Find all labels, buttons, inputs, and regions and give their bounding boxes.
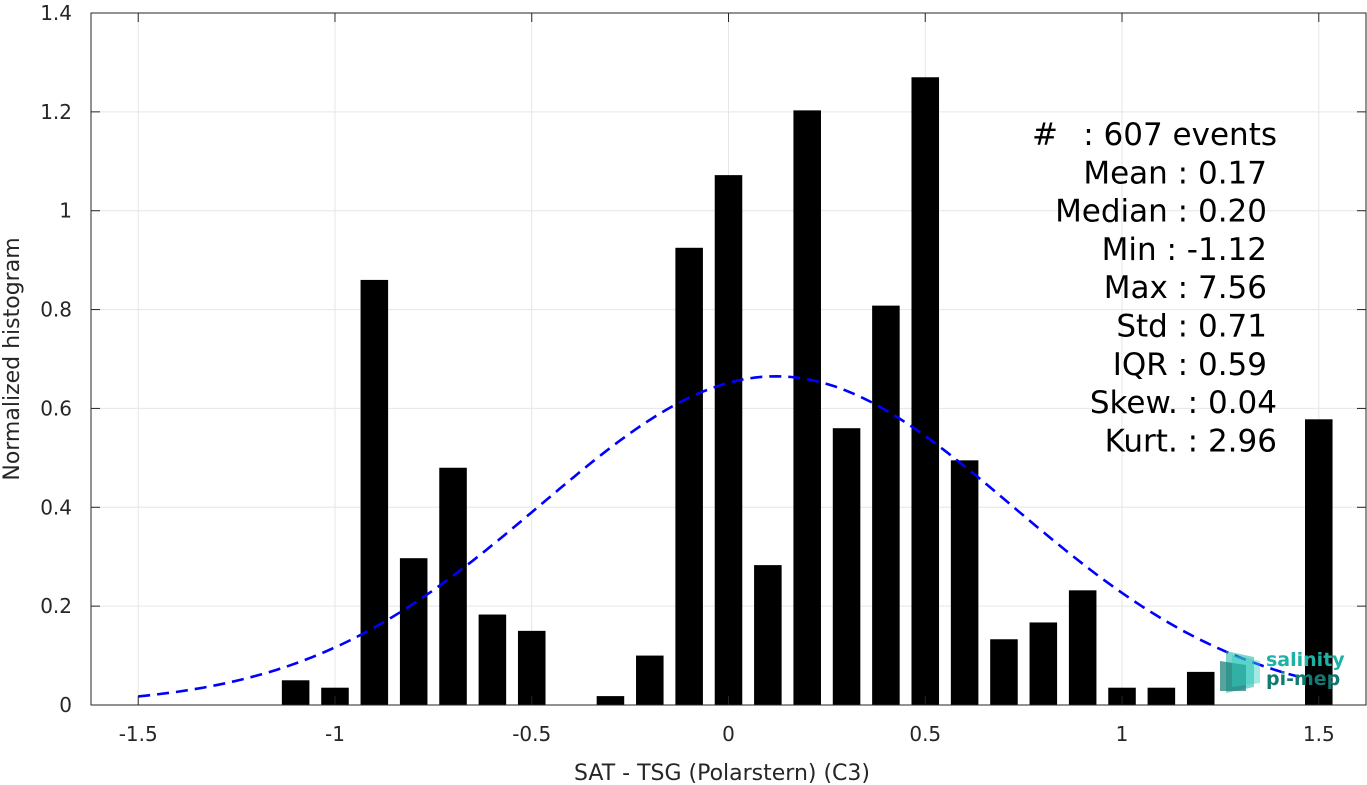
histogram-bar bbox=[596, 696, 625, 705]
logo-wave-icon bbox=[1220, 651, 1260, 693]
x-tick-labels: -1.5 -1 -0.5 0 0.5 1 1.5 bbox=[119, 722, 1335, 746]
stat-label: # bbox=[1032, 117, 1058, 153]
histogram-bar bbox=[1305, 419, 1333, 705]
stat-line: Kurt. : 2.96 bbox=[1105, 423, 1277, 459]
histogram-bars bbox=[281, 77, 1333, 706]
histogram-bar bbox=[675, 247, 703, 706]
x-tick-label: 1.5 bbox=[1303, 722, 1335, 746]
y-tick-label: 0.2 bbox=[40, 594, 72, 618]
histogram-bar bbox=[714, 175, 743, 705]
normal-fit-curve bbox=[138, 374, 1300, 698]
stat-line: Median : 0.20 bbox=[1055, 194, 1267, 230]
y-tick-label: 1.4 bbox=[40, 1, 72, 25]
histogram-bar bbox=[1029, 622, 1058, 705]
histogram-bar bbox=[872, 305, 900, 705]
y-tick-label: 1 bbox=[59, 199, 72, 223]
y-axis-label: Normalized histogram bbox=[0, 237, 25, 480]
histogram-bar bbox=[990, 639, 1018, 705]
histogram-bar bbox=[360, 279, 389, 705]
histogram-bar bbox=[636, 655, 664, 705]
stat-value: : 607 events bbox=[1083, 117, 1277, 153]
histogram-bar bbox=[1068, 590, 1097, 705]
y-tick-label: 1.2 bbox=[40, 100, 72, 124]
histogram-bar bbox=[399, 558, 428, 705]
y-tick-label: 0.4 bbox=[40, 495, 72, 519]
x-tick-label: -1.5 bbox=[119, 722, 158, 746]
x-tick-label: 1 bbox=[1116, 722, 1129, 746]
stat-line: Mean : 0.17 bbox=[1083, 155, 1267, 191]
histogram-bar bbox=[281, 680, 310, 705]
logo-text-line1: salinity bbox=[1266, 649, 1345, 671]
y-tick-label: 0.6 bbox=[40, 396, 72, 420]
x-tick-label: -0.5 bbox=[512, 722, 551, 746]
stat-line: Std : 0.71 bbox=[1116, 309, 1267, 345]
stat-line: IQR : 0.59 bbox=[1113, 347, 1267, 383]
histogram-bar bbox=[911, 77, 940, 705]
histogram-bar bbox=[439, 467, 467, 705]
x-tick-label: 0.5 bbox=[909, 722, 941, 746]
histogram-bar bbox=[517, 630, 546, 705]
x-tick-label: 0 bbox=[722, 722, 735, 746]
histogram-bar bbox=[478, 614, 507, 705]
logo-text-line2: pi-mep bbox=[1266, 668, 1340, 690]
histogram-bar bbox=[754, 565, 782, 705]
histogram-bar bbox=[1147, 687, 1176, 705]
axis-ticks bbox=[91, 12, 1366, 706]
y-tick-label: 0.8 bbox=[40, 298, 72, 322]
histogram-bar bbox=[950, 460, 979, 705]
x-tick-label: -1 bbox=[325, 722, 345, 746]
x-axis-label: SAT - TSG (Polarstern) (C3) bbox=[574, 761, 870, 785]
histogram-bar bbox=[832, 428, 861, 705]
histogram-bar bbox=[1186, 671, 1215, 705]
y-tick-labels: 0 0.2 0.4 0.6 0.8 1 1.2 1.4 bbox=[40, 1, 72, 717]
stat-line: Min : -1.12 bbox=[1102, 232, 1267, 268]
stat-line: Max : 7.56 bbox=[1104, 270, 1267, 306]
salinity-pi-mep-logo: salinity pi-mep bbox=[1220, 649, 1345, 693]
y-tick-label: 0 bbox=[59, 693, 72, 717]
stat-line: Skew. : 0.04 bbox=[1090, 385, 1277, 421]
histogram-bar bbox=[793, 110, 821, 706]
